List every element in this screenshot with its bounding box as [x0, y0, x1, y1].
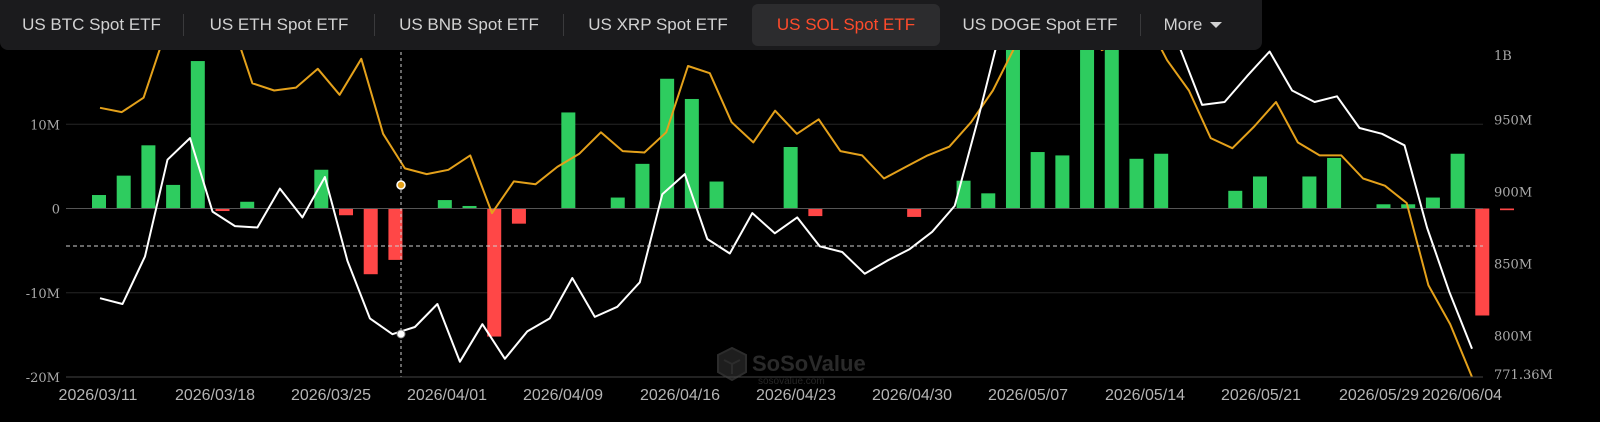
bar — [1055, 155, 1070, 209]
tab-us-bnb-spot-etf[interactable]: US BNB Spot ETF — [399, 15, 539, 34]
crosshair-overlay — [66, 52, 1483, 377]
net-inflow-bars — [92, 40, 1514, 337]
x-tick-label: 2026/05/21 — [1221, 387, 1301, 404]
x-tick-label: 2026/03/25 — [291, 387, 371, 404]
etf-tab-bar: US BTC Spot ETF US ETH Spot ETF US BNB Spo… — [0, 0, 1262, 50]
x-tick-label: 2026/04/23 — [756, 387, 836, 404]
bar — [907, 208, 922, 217]
y-left-tick-label: -10M — [26, 287, 60, 302]
total-net-assets-line — [99, 40, 1473, 377]
x-tick-label: 2026/04/01 — [407, 387, 487, 404]
bar — [1228, 190, 1243, 209]
bar — [1252, 176, 1267, 209]
bar — [314, 169, 329, 209]
bar — [166, 184, 181, 209]
y-right-tick-label: 1B — [1494, 49, 1512, 64]
tab-divider — [1140, 14, 1141, 36]
tab-divider — [374, 14, 375, 36]
bar — [141, 145, 156, 209]
x-tick-label: 2026/04/16 — [640, 387, 720, 404]
watermark-url: sosovalue.com — [758, 376, 825, 387]
bar — [808, 208, 823, 217]
bar — [1327, 157, 1342, 209]
bar — [635, 163, 650, 209]
y-right-tick-label: 771.36M — [1494, 368, 1553, 383]
bar — [215, 208, 230, 212]
tab-us-eth-spot-etf[interactable]: US ETH Spot ETF — [209, 15, 349, 34]
tab-us-doge-spot-etf[interactable]: US DOGE Spot ETF — [962, 15, 1118, 34]
bar — [1475, 208, 1490, 316]
bar — [388, 208, 403, 260]
x-tick-label: 2026/03/11 — [59, 387, 138, 404]
bar — [1450, 153, 1465, 209]
bar — [1104, 40, 1119, 209]
y-axis-right: 1B 950M 900M 850M 800M 771.36M — [1494, 49, 1553, 383]
x-tick-label: 2026/03/18 — [175, 387, 255, 404]
tab-us-xrp-spot-etf[interactable]: US XRP Spot ETF — [588, 15, 728, 34]
bar — [190, 61, 205, 209]
bar — [116, 175, 131, 209]
y-right-tick-label: 850M — [1494, 258, 1532, 273]
bar — [1425, 197, 1440, 209]
bar — [1030, 152, 1045, 209]
watermark: SoSoValue sosovalue.com — [717, 346, 866, 387]
bar — [981, 193, 996, 209]
series-lines — [99, 40, 1473, 377]
crosshair-marker-assets — [396, 180, 406, 190]
bar — [511, 208, 526, 224]
crosshair-marker-price — [396, 329, 406, 339]
more-dropdown[interactable]: More — [1141, 4, 1245, 46]
bar — [709, 181, 724, 209]
y-right-tick-label: 950M — [1494, 113, 1532, 128]
y-left-tick-label: 10M — [30, 118, 60, 133]
bar — [240, 201, 255, 209]
bar — [684, 98, 699, 209]
y-left-tick-label: -20M — [26, 371, 60, 386]
bar — [1154, 153, 1169, 209]
tab-us-sol-spot-etf[interactable]: US SOL Spot ETF — [752, 4, 940, 46]
x-tick-label: 2026/05/07 — [988, 387, 1068, 404]
bar — [1500, 208, 1514, 211]
y-right-tick-label: 800M — [1494, 330, 1532, 345]
price-line — [99, 40, 1473, 363]
tab-divider — [183, 14, 184, 36]
y-axis-left: 10M 0 -10M -20M — [26, 118, 60, 386]
x-axis: 2026/03/11 2026/03/18 2026/03/25 2026/04/01… — [59, 376, 1502, 404]
x-tick-label: 2026/06/04 — [1422, 387, 1502, 404]
more-label: More — [1163, 15, 1203, 34]
bar — [1376, 204, 1391, 209]
bar — [487, 208, 502, 337]
bar — [1080, 40, 1095, 209]
bar — [1005, 40, 1020, 209]
bar — [1129, 158, 1144, 209]
bar — [462, 205, 477, 209]
bar — [363, 208, 378, 275]
bar — [92, 195, 106, 209]
bar — [437, 200, 452, 209]
x-tick-label: 2026/04/30 — [872, 387, 952, 404]
y-left-tick-label: 0 — [52, 203, 60, 218]
grid-lines — [66, 123, 1483, 378]
bar — [1302, 176, 1317, 209]
tab-us-btc-spot-etf[interactable]: US BTC Spot ETF — [22, 15, 161, 34]
watermark-brand: SoSoValue — [752, 351, 866, 376]
bar — [610, 197, 625, 209]
y-right-tick-label: 900M — [1494, 185, 1532, 200]
chevron-down-icon — [1210, 22, 1223, 28]
x-tick-label: 2026/05/29 — [1339, 387, 1419, 404]
bar — [660, 78, 675, 209]
x-tick-label: 2026/05/14 — [1105, 387, 1185, 404]
x-tick-label: 2026/04/09 — [523, 387, 603, 404]
bar — [339, 208, 354, 216]
sosovalue-logo-icon — [717, 346, 747, 382]
bar — [783, 146, 798, 209]
tab-divider — [563, 14, 564, 36]
